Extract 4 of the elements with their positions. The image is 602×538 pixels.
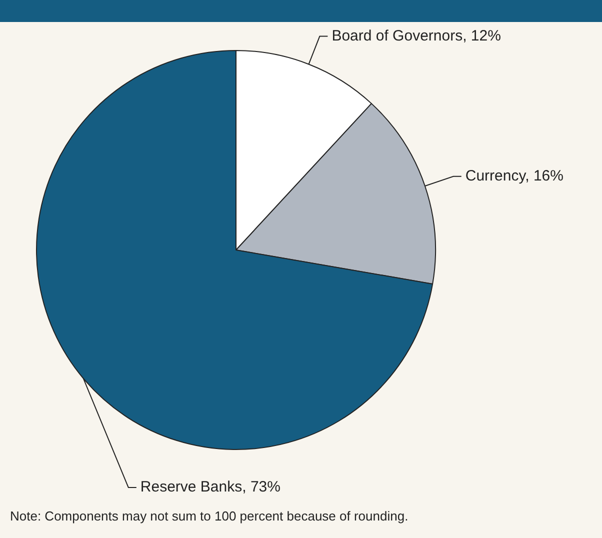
text: Note: Components may not sum to 100 percent because of rounding.	[10, 508, 408, 524]
slice-label: Board of Governors, 12%	[332, 27, 501, 44]
slice-label: Reserve Banks, 73%	[140, 478, 280, 496]
slice-label: Currency, 16%	[465, 168, 564, 185]
